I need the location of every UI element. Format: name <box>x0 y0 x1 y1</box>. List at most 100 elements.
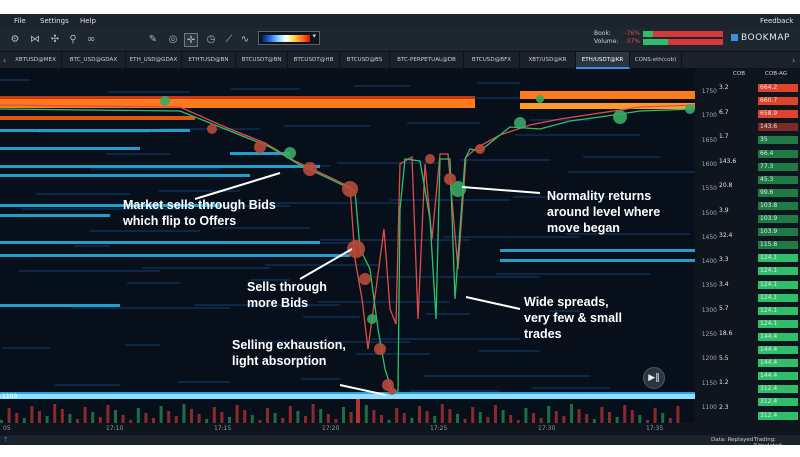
cob-value: 6.7 <box>719 108 729 116</box>
trade-bubble <box>160 96 170 106</box>
tab-ethtusd-bn[interactable]: ETHTUSD@BN <box>182 52 236 69</box>
menu-help[interactable]: Help <box>80 17 96 25</box>
connect-icon[interactable]: ✣ <box>50 34 60 45</box>
target-icon[interactable]: ◎ <box>168 34 178 45</box>
cob-ag-value: 124.1 <box>758 293 798 302</box>
heat-band-faint <box>513 196 620 198</box>
bid-liquidity-band <box>0 204 220 207</box>
menu-settings[interactable]: Settings <box>40 17 69 25</box>
tab-xbtusd-mex[interactable]: XBTUSD@MEX <box>10 52 62 69</box>
price-tick: 1350 <box>701 282 717 290</box>
menu-file[interactable]: File <box>14 17 26 25</box>
volume-bar <box>152 418 155 423</box>
heat-band-faint <box>127 282 180 284</box>
volume-bar <box>273 413 277 423</box>
bid-line <box>0 108 695 392</box>
volume-bar <box>638 415 642 423</box>
link-icon[interactable]: ∞ <box>86 34 96 45</box>
price-tick: 1500 <box>701 209 717 217</box>
annotation-wide-spreads: Wide spreads, very few & small trades <box>524 294 622 342</box>
crosshair-icon[interactable]: ✛ <box>184 33 198 47</box>
heat-band-faint <box>0 79 30 81</box>
heat-band-faint <box>320 239 470 241</box>
cob-ag-value: 66.4 <box>758 149 798 158</box>
tab-btcusd-bs[interactable]: BTCUSD@BS <box>340 52 390 69</box>
trade-bubble <box>207 124 217 134</box>
trade-bubble <box>613 110 627 124</box>
volume-bar <box>532 413 535 423</box>
trade-bubble <box>303 162 317 176</box>
tab-btcusdt-hb[interactable]: BTCUSDT@HB <box>288 52 340 69</box>
volume-bar <box>182 404 186 423</box>
volume-bar <box>433 416 437 423</box>
time-tick: 17:35 <box>646 425 664 432</box>
tab-scroll-left-icon[interactable]: ‹ <box>3 56 7 65</box>
volume-bar <box>592 419 596 423</box>
volume-bar <box>205 419 209 423</box>
left-price-label: 1100 <box>2 393 17 400</box>
volume-bar <box>114 410 117 423</box>
tab-btcusdt-bn[interactable]: BTCUSDT@BN <box>236 52 288 69</box>
annotation-line: move began <box>547 221 620 235</box>
pulse-icon[interactable]: ∿ <box>240 34 250 45</box>
trade-bubble <box>475 144 485 154</box>
volume-bar <box>547 406 551 423</box>
timer-icon[interactable]: ◷ <box>206 34 216 45</box>
heat-band-faint <box>515 134 640 136</box>
heat-band-faint <box>496 273 650 275</box>
cob-value: 3.3 <box>719 256 729 264</box>
volume-bar <box>38 411 41 423</box>
volume-bar <box>539 418 543 423</box>
tab-btc-usd-gdax[interactable]: BTC_USD@GDAX <box>62 52 126 69</box>
cob-ag-value: 99.6 <box>758 188 798 197</box>
volume-bar <box>646 420 649 423</box>
play-pause-button[interactable]: ▶‖ <box>643 367 665 389</box>
heat-band-faint <box>72 307 230 309</box>
tab-btc-perpetual-db[interactable]: BTC-PERPETUAL@DB <box>390 52 464 69</box>
volume-bar <box>68 414 72 423</box>
cob-value: 3.2 <box>719 84 729 91</box>
heat-band-faint <box>371 338 520 340</box>
volume-bar <box>440 404 444 423</box>
tab-eth-usdt-kr[interactable]: ETH/USDT@KR <box>576 52 630 69</box>
heatmap-color-selector[interactable]: ▾ <box>258 31 320 45</box>
heat-band-faint <box>462 97 570 99</box>
volume-bar <box>661 413 665 423</box>
feedback-link[interactable]: Feedback <box>760 17 794 25</box>
annotation-line: which flip to Offers <box>123 214 237 228</box>
volume-bar <box>311 404 315 423</box>
volume-bar <box>478 412 482 423</box>
bid-liquidity-band <box>0 129 190 132</box>
heat-band-faint <box>267 202 400 204</box>
pencil-icon[interactable]: ✎ <box>148 34 158 45</box>
tab-btcusd-bfx[interactable]: BTCUSD@BFX <box>464 52 520 69</box>
heatmap-chart[interactable]: 1100 <box>0 69 695 423</box>
status-bar: T Data: Replayed Trading: Simulated <box>0 435 800 449</box>
volume-bar <box>281 418 285 423</box>
cob-value: 20.8 <box>719 182 733 190</box>
volume-bar <box>0 420 3 423</box>
price-tick: 1600 <box>701 160 717 168</box>
volume-bar <box>319 409 323 423</box>
annotation-arrow <box>461 186 541 194</box>
volume-bar <box>30 406 34 423</box>
logo-icon <box>731 34 738 41</box>
cob-value: 5.5 <box>719 354 729 362</box>
volume-bar <box>395 408 399 423</box>
tab-xbt-usd-kr[interactable]: XBT/USD@KR <box>520 52 576 69</box>
volume-bar <box>600 407 604 423</box>
heatmap-svg: 1100 <box>0 69 695 423</box>
tab-eth-usd-gdax[interactable]: ETH_USD@GDAX <box>126 52 182 69</box>
tab-scroll-right-icon[interactable]: › <box>792 56 796 65</box>
tab-cons-eth-cob-[interactable]: CONS:eth(cob) <box>630 52 682 69</box>
volume-bar <box>615 417 619 423</box>
chart-line-icon[interactable]: ⟋ <box>225 34 233 45</box>
trade-bubble <box>536 95 544 103</box>
heat-band-faint <box>568 171 695 173</box>
share-icon[interactable]: ⋈ <box>30 34 40 45</box>
volume-bar <box>554 411 558 423</box>
plug-icon[interactable]: ⚲ <box>69 34 77 45</box>
trade-bubble <box>254 141 266 153</box>
settings-icon[interactable]: ⚙ <box>10 34 20 45</box>
